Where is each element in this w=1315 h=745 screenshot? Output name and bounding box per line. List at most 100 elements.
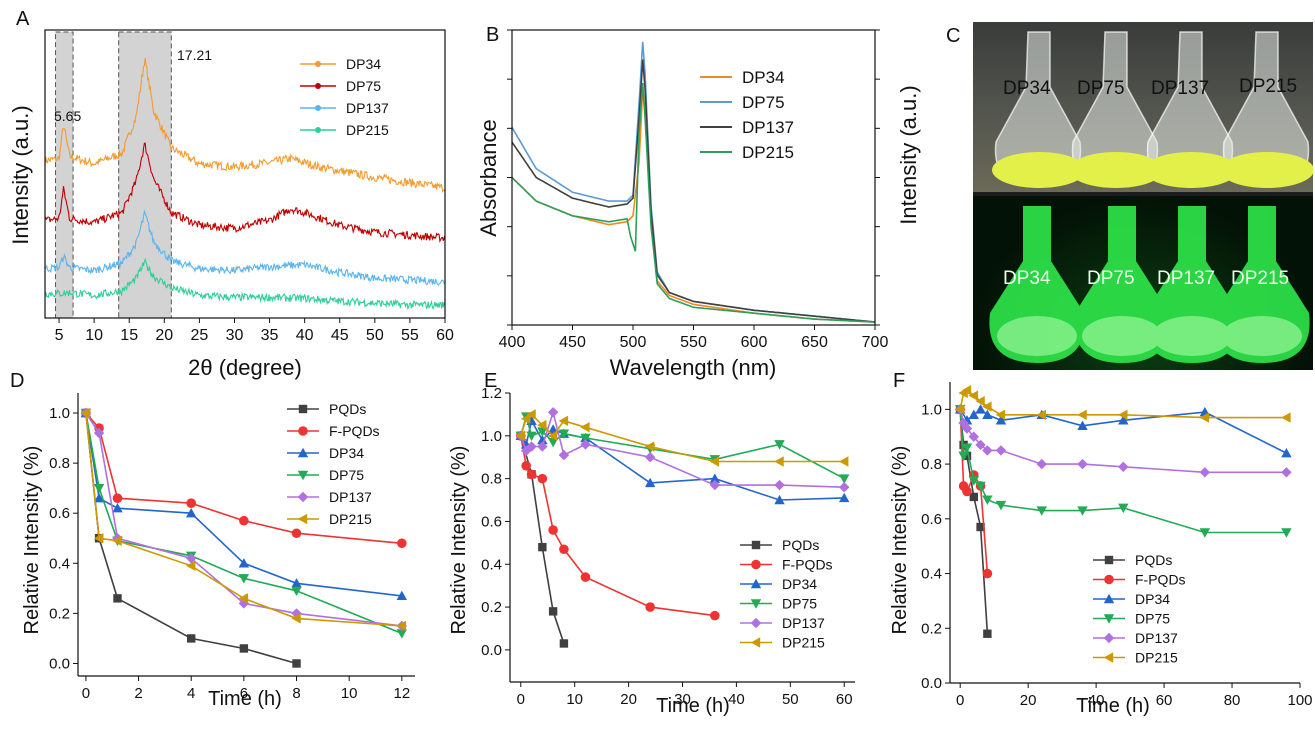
uv-photo: DP34 DP75 DP137 DP215	[973, 196, 1313, 370]
y-tick-label: 1.0	[481, 428, 502, 445]
y-tick-label: 0.0	[481, 642, 502, 659]
x-tick-label: 25	[190, 327, 208, 344]
data-point	[839, 481, 850, 493]
xrd-series-line	[44, 142, 446, 243]
x-tick-label: 20	[620, 691, 637, 708]
data-point	[80, 407, 91, 419]
y-tick-label: 0.8	[921, 456, 942, 473]
data-point	[954, 404, 965, 415]
data-point	[644, 452, 656, 463]
data-point	[982, 568, 993, 579]
data-point	[186, 560, 196, 572]
y-axis-label: Intensity (a.u.)	[8, 105, 33, 244]
data-point	[559, 639, 569, 648]
data-point	[112, 535, 122, 546]
data-point	[644, 441, 655, 452]
x-tick-label: 20	[1020, 692, 1037, 709]
y-tick-label: 0.2	[921, 620, 942, 637]
legend-marker	[1104, 574, 1114, 585]
y-tick-label: 0.6	[481, 513, 502, 530]
legend-marker	[1104, 555, 1114, 565]
legend-label: DP215	[329, 511, 372, 527]
flask-label: DP75	[1077, 78, 1125, 99]
y-tick-label: 0.4	[481, 556, 502, 573]
data-point	[982, 495, 993, 505]
legend-label: DP215	[1135, 650, 1178, 666]
x-tick-label: 550	[680, 334, 707, 351]
y-tick-label: 0.8	[481, 471, 502, 488]
legend-marker	[751, 559, 761, 570]
data-point	[558, 449, 570, 461]
data-point	[186, 508, 197, 518]
data-point	[968, 390, 978, 401]
legend-marker	[750, 599, 762, 609]
y-tick-label: 0.2	[49, 605, 70, 622]
x-tick-label: 45	[331, 327, 349, 344]
data-point	[1281, 528, 1292, 538]
data-point	[93, 427, 105, 439]
xrd-series-line	[44, 257, 446, 311]
data-point	[239, 515, 249, 526]
x-tick-label: 40	[1088, 692, 1105, 709]
legend-label: DP137	[742, 118, 794, 137]
x-tick-label: 0	[956, 692, 964, 709]
panel-letter-e: E	[484, 370, 497, 392]
legend-label: DP215	[346, 122, 389, 138]
data-point	[969, 492, 978, 502]
x-tick-label: 20	[155, 327, 173, 344]
legend-marker	[297, 447, 309, 458]
y-axis-label: Relative Intensity (%)	[21, 446, 43, 635]
data-point	[839, 492, 850, 503]
x-tick-label: 0	[517, 691, 525, 708]
data-point	[975, 395, 985, 407]
x-axis-label: Wavelength (nm)	[610, 355, 777, 380]
y-tick-label: 0.6	[49, 505, 70, 522]
data-point	[962, 486, 972, 497]
plot-frame	[511, 29, 876, 326]
panel-letter-f: F	[893, 370, 905, 392]
legend-label: DP75	[346, 78, 381, 94]
legend-label: DP34	[742, 68, 785, 87]
data-point	[995, 500, 1007, 511]
legend-marker	[750, 578, 762, 589]
data-point	[645, 602, 655, 612]
data-point	[995, 415, 1007, 425]
x-tick-label: 8	[292, 685, 300, 702]
x-tick-label: 5	[55, 327, 64, 344]
legend-label: DP34	[1135, 591, 1170, 607]
legend-marker	[315, 127, 321, 133]
data-point	[975, 404, 986, 414]
data-point	[710, 610, 720, 621]
flask-label: DP75	[1087, 268, 1135, 289]
legend-label: DP34	[329, 445, 364, 461]
data-point	[547, 407, 559, 418]
legend-label: PQDs	[1135, 552, 1172, 568]
data-point	[238, 598, 250, 609]
data-point	[521, 460, 531, 471]
data-point	[982, 401, 992, 412]
y-axis-label: Relative Intensity (%)	[889, 446, 911, 635]
data-point	[1199, 528, 1211, 538]
data-point	[537, 427, 548, 437]
data-point	[1036, 409, 1046, 421]
data-point	[1118, 415, 1129, 425]
data-point	[1036, 458, 1047, 470]
data-point	[112, 493, 123, 503]
x-tick-label: 0	[82, 685, 90, 702]
data-point	[396, 620, 407, 632]
panel-letter-a: A	[16, 8, 30, 30]
x-axis-label: Time (h)	[656, 695, 730, 717]
panel-letter-d: D	[10, 370, 24, 392]
data-point	[559, 544, 569, 555]
plot-frame	[44, 29, 446, 319]
legend-marker	[298, 404, 308, 414]
absorbance-series-line	[511, 88, 876, 323]
y-tick-label: 1.2	[481, 385, 502, 402]
data-point	[238, 593, 249, 604]
uv-flasks	[989, 206, 1310, 363]
xrd-series-line	[44, 209, 446, 287]
x-tick-label: 80	[1224, 692, 1241, 709]
x-tick-label: 10	[341, 685, 358, 702]
y-tick-label: 0.2	[481, 599, 502, 616]
x-tick-label: 30	[674, 691, 691, 708]
